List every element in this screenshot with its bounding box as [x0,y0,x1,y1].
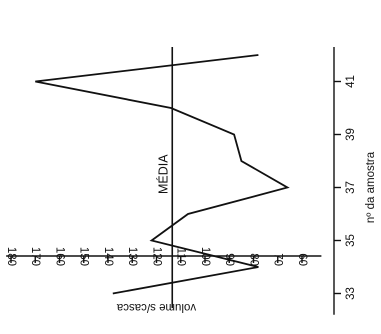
y-axis-ticks: 180 170 160 150 140 130 120 110 100 90 80 70 60 [5,247,308,266]
y-tick-label: 110 [175,248,187,266]
x-tick-label: 39 [345,128,357,141]
y-tick-label: 130 [126,247,138,266]
y-tick-label: 60 [296,253,308,266]
series-line [35,54,290,295]
y-tick-label: 120 [150,247,162,266]
y-tick-label: 170 [29,247,41,266]
y-tick-label: 70 [272,253,284,266]
y-tick-label: 180 [5,247,17,266]
chart-content: 180 170 160 150 140 130 120 110 100 90 80 70 60 volu… [5,47,377,315]
y-tick-label: 100 [199,247,211,266]
x-tick-label: 33 [345,287,357,300]
y-tick-label: 150 [78,247,90,266]
y-tick-label: 80 [247,253,259,266]
y-axis-title: volume s/casca [116,301,196,313]
x-tick-label: 41 [345,75,357,88]
y-tick-label: 140 [102,247,114,266]
x-axis-ticks: 33 35 37 39 41 [334,75,357,300]
y-tick-label: 160 [53,247,65,266]
mean-label: MÉDIA [155,154,170,194]
x-tick-label: 37 [345,181,357,194]
x-axis-title: nº da amostra [365,151,377,223]
x-tick-label: 35 [345,234,357,247]
